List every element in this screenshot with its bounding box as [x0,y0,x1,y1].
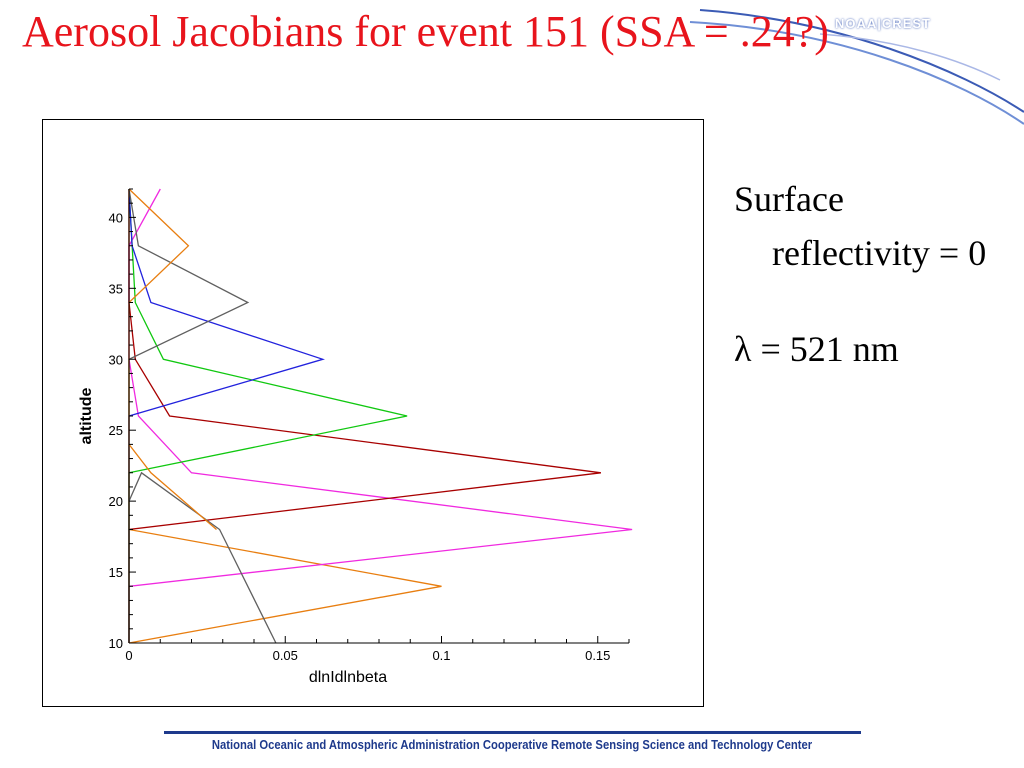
side-notes: Surface reflectivity = 0 λ = 521 nm [734,172,1004,376]
note-wavelength: λ = 521 nm [734,329,899,369]
y-axis-label: altitude [78,387,95,444]
y-tick-label: 25 [109,423,123,438]
y-tick-label: 15 [109,565,123,580]
y-tick-label: 35 [109,281,123,296]
series-line-3 [128,189,601,643]
noaa-crest-logo: NOAA|CREST [835,16,931,31]
swoosh-curve [819,33,1001,81]
y-tick-label: 40 [109,210,123,225]
y-ticks-group: 10 15 20 25 30 35 40 [109,188,136,651]
chart-frame: 0 0.05 0.1 0.15 10 15 20 25 30 35 40 dlnIdlnbeta … [42,119,704,707]
y-tick-label: 10 [109,636,123,651]
x-ticks-group: 0 0.05 0.1 0.15 [125,636,630,663]
x-tick-label: 0 [125,648,132,663]
swoosh-curve [689,21,1024,125]
x-tick-label: 0.05 [273,648,298,663]
note-surface-reflectivity: Surface reflectivity = 0 [734,179,987,273]
series-line-9 [128,444,217,530]
x-axis-label: dlnIdlnbeta [309,669,387,686]
y-tick-label: 30 [109,352,123,367]
footer-rule [164,731,861,734]
slide-title: Aerosol Jacobians for event 151 (SSA = .… [22,7,829,56]
chart-series-group [128,188,633,644]
swoosh-curve [699,9,1024,113]
x-tick-label: 0.15 [585,648,610,663]
y-tick-label: 20 [109,494,123,509]
header-swoosh [689,9,1024,125]
series-line-8 [128,471,277,644]
footer-text: National Oceanic and Atmospheric Adminis… [211,738,813,752]
x-tick-label: 0.1 [432,648,450,663]
